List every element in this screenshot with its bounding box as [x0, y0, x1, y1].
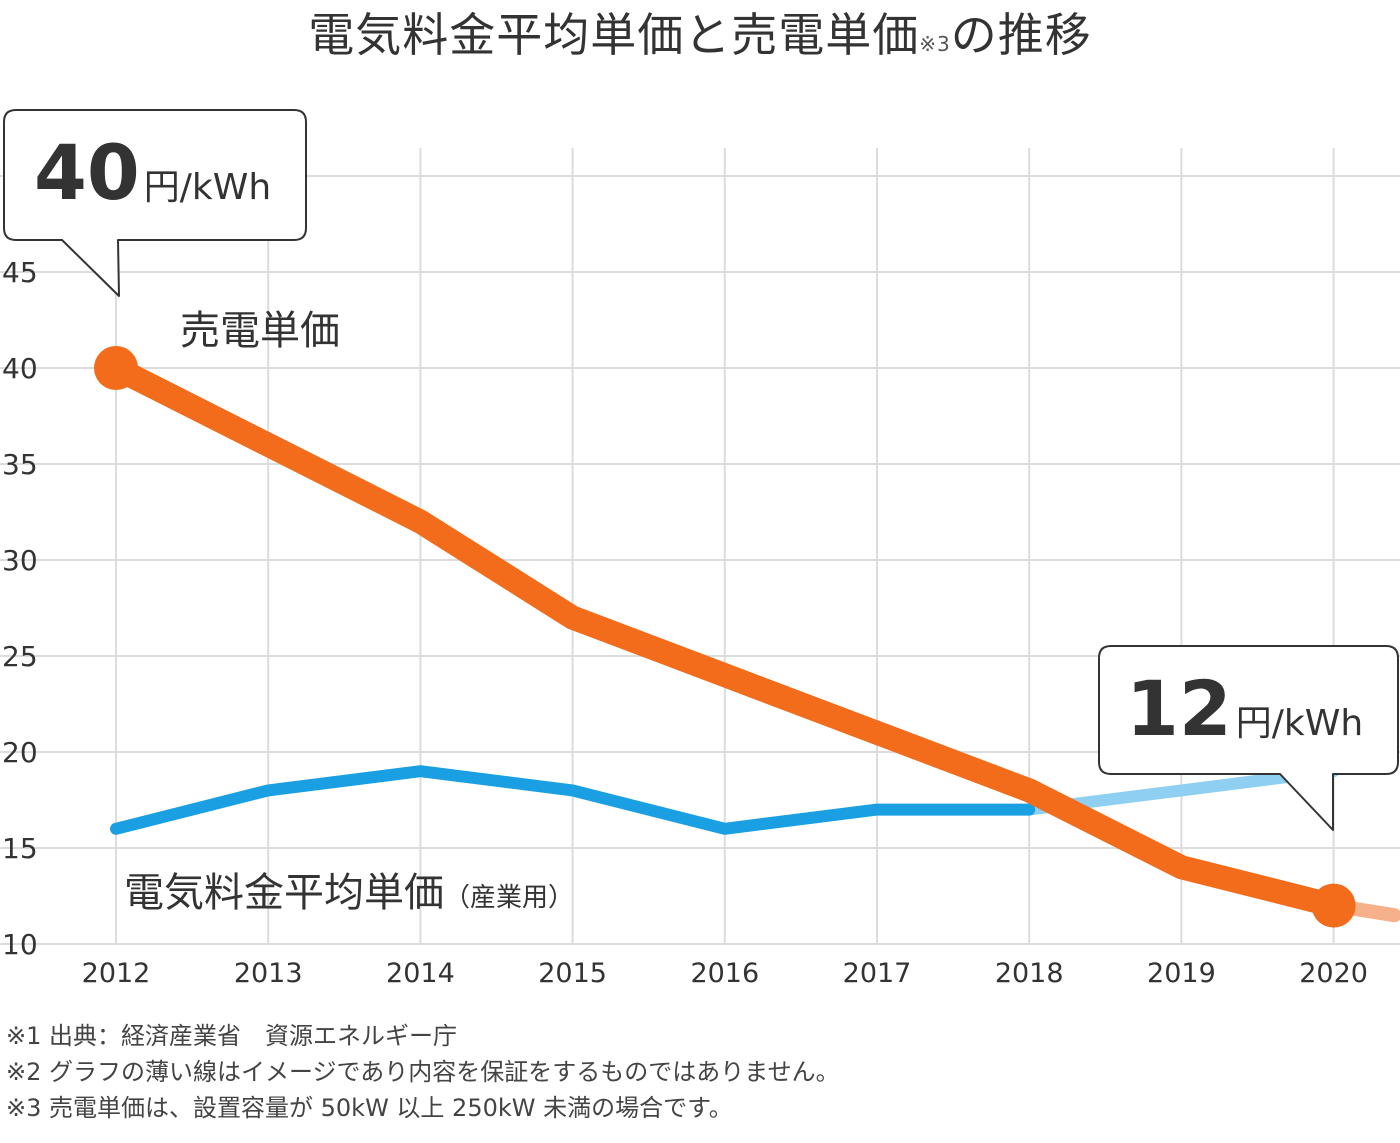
title-note: ※3: [919, 32, 951, 56]
x-tick-label: 2016: [690, 958, 759, 989]
electric-price-line: [110, 765, 1036, 835]
footnotes: ※1 出典：経済産業省 資源エネルギー庁 ※2 グラフの薄い線はイメージであり内…: [6, 1018, 840, 1126]
callout-bubbles: [3, 109, 1399, 831]
electric-price-label: 電気料金平均単価（産業用）: [124, 860, 574, 918]
electric-price-label-text: 電気料金平均単価: [124, 870, 444, 916]
x-tick-label: 2017: [843, 958, 912, 989]
y-tick-label: 35: [2, 448, 38, 481]
callout-end: 12 円/kWh: [1126, 664, 1363, 753]
sell-price-line: [104, 356, 1346, 918]
title-main: 電気料金平均単価と売電単価: [308, 8, 920, 62]
x-tick-label: 2012: [82, 958, 151, 989]
x-tick-label: 2014: [386, 958, 455, 989]
y-tick-label: 40: [2, 352, 38, 385]
y-tick-label: 45: [2, 256, 38, 289]
y-tick-label: 20: [2, 736, 38, 769]
sell-price-end-point: [1311, 883, 1356, 928]
x-tick-label: 2013: [234, 958, 303, 989]
sell-price-label: 売電単価: [180, 298, 340, 356]
series-lines: [94, 346, 1400, 928]
x-tick-label: 2019: [1147, 958, 1216, 989]
y-tick-label: 25: [2, 640, 38, 673]
callout-start-bubble: [3, 109, 307, 297]
y-tick-label: 30: [2, 544, 38, 577]
callout-start-value: 40: [34, 128, 140, 217]
y-axis-ticks: 10 15 20 25 30 35 40 45: [2, 256, 38, 961]
footnote-1: ※1 出典：経済産業省 資源エネルギー庁: [6, 1022, 458, 1050]
title-tail: の推移: [950, 8, 1092, 62]
y-tick-label: 10: [2, 928, 38, 961]
y-tick-label: 15: [2, 832, 38, 865]
footnote-3: ※3 売電単価は、設置容量が 50kW 以上 250kW 未満の場合です。: [6, 1094, 733, 1122]
callout-end-bubble: [1098, 645, 1399, 831]
callout-end-unit: 円/kWh: [1235, 703, 1364, 744]
chart-title: 電気料金平均単価と売電単価※3の推移: [0, 0, 1400, 79]
x-tick-label: 2018: [995, 958, 1064, 989]
footnote-2: ※2 グラフの薄い線はイメージであり内容を保証をするものではありません。: [6, 1058, 840, 1086]
sell-price-start-point: [94, 346, 138, 390]
grid: [0, 148, 1400, 945]
x-tick-label: 2020: [1299, 958, 1368, 989]
electric-price-label-sub: （産業用）: [444, 883, 575, 913]
x-axis-ticks: 2012 2013 2014 2015 2016 2017 2018 2019 2020: [82, 958, 1368, 989]
sell-price-label-text: 売電単価: [180, 308, 340, 354]
callout-start: 40 円/kWh: [34, 128, 271, 217]
x-tick-label: 2015: [538, 958, 607, 989]
callout-start-unit: 円/kWh: [143, 167, 272, 208]
callout-end-value: 12: [1126, 664, 1232, 753]
